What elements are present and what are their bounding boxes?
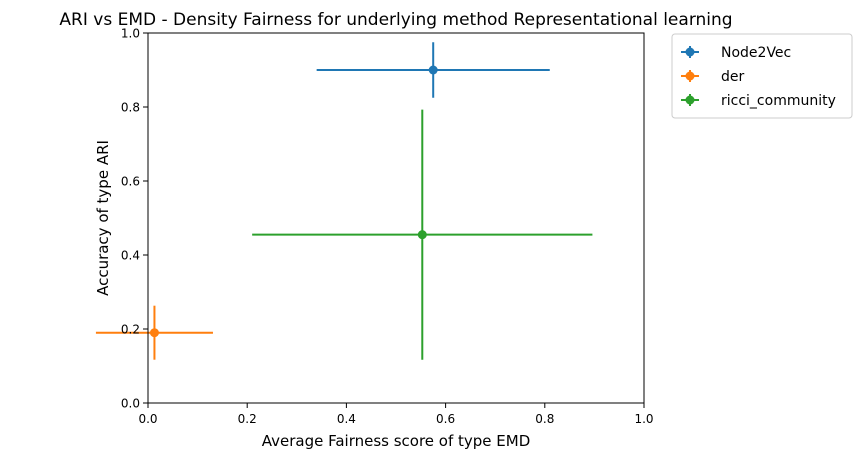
- y-axis-label: Accuracy of type ARI: [94, 140, 112, 296]
- data-point: [428, 65, 438, 75]
- legend-frame: [671, 33, 853, 119]
- y-tick-label: 0.0: [121, 397, 140, 411]
- chart-title: ARI vs EMD - Density Fairness for underl…: [59, 10, 732, 30]
- x-tick-label: 0.6: [436, 412, 455, 426]
- data-point: [417, 230, 427, 240]
- legend-label: Node2Vec: [721, 45, 791, 61]
- legend-label: der: [721, 69, 745, 85]
- x-tick-label: 1.0: [634, 412, 653, 426]
- series-Node2Vec: [316, 42, 550, 98]
- legend: Node2Vec der ricci_community: [671, 33, 853, 119]
- legend-marker: [685, 95, 695, 105]
- legend-marker: [685, 47, 695, 57]
- y-tick-label: 1.0: [121, 27, 140, 41]
- x-tick-label: 0.0: [138, 412, 157, 426]
- legend-marker: [685, 71, 695, 81]
- y-tick-label: 0.8: [121, 101, 140, 115]
- plot-frame: [147, 32, 645, 404]
- series-ricci_community: [252, 109, 593, 360]
- legend-entry: Node2Vec: [681, 45, 791, 61]
- axis-ticks: 0.0 0.2 0.4 0.6 0.8 1.0 0.0 0.2 0.4 0.6 0.8 1.0: [121, 27, 654, 427]
- data-point: [149, 328, 159, 338]
- x-tick-label: 0.8: [535, 412, 554, 426]
- series-der: [95, 305, 213, 360]
- x-tick-label: 0.4: [337, 412, 356, 426]
- x-axis-label: Average Fairness score of type EMD: [262, 432, 531, 450]
- legend-label: ricci_community: [721, 93, 836, 109]
- x-tick-label: 0.2: [238, 412, 257, 426]
- legend-entry: der: [681, 69, 745, 85]
- legend-entry: ricci_community: [681, 93, 836, 109]
- y-tick-label: 0.2: [121, 323, 140, 337]
- data-marks: [95, 42, 593, 360]
- y-tick-label: 0.4: [121, 249, 140, 263]
- y-tick-label: 0.6: [121, 175, 140, 189]
